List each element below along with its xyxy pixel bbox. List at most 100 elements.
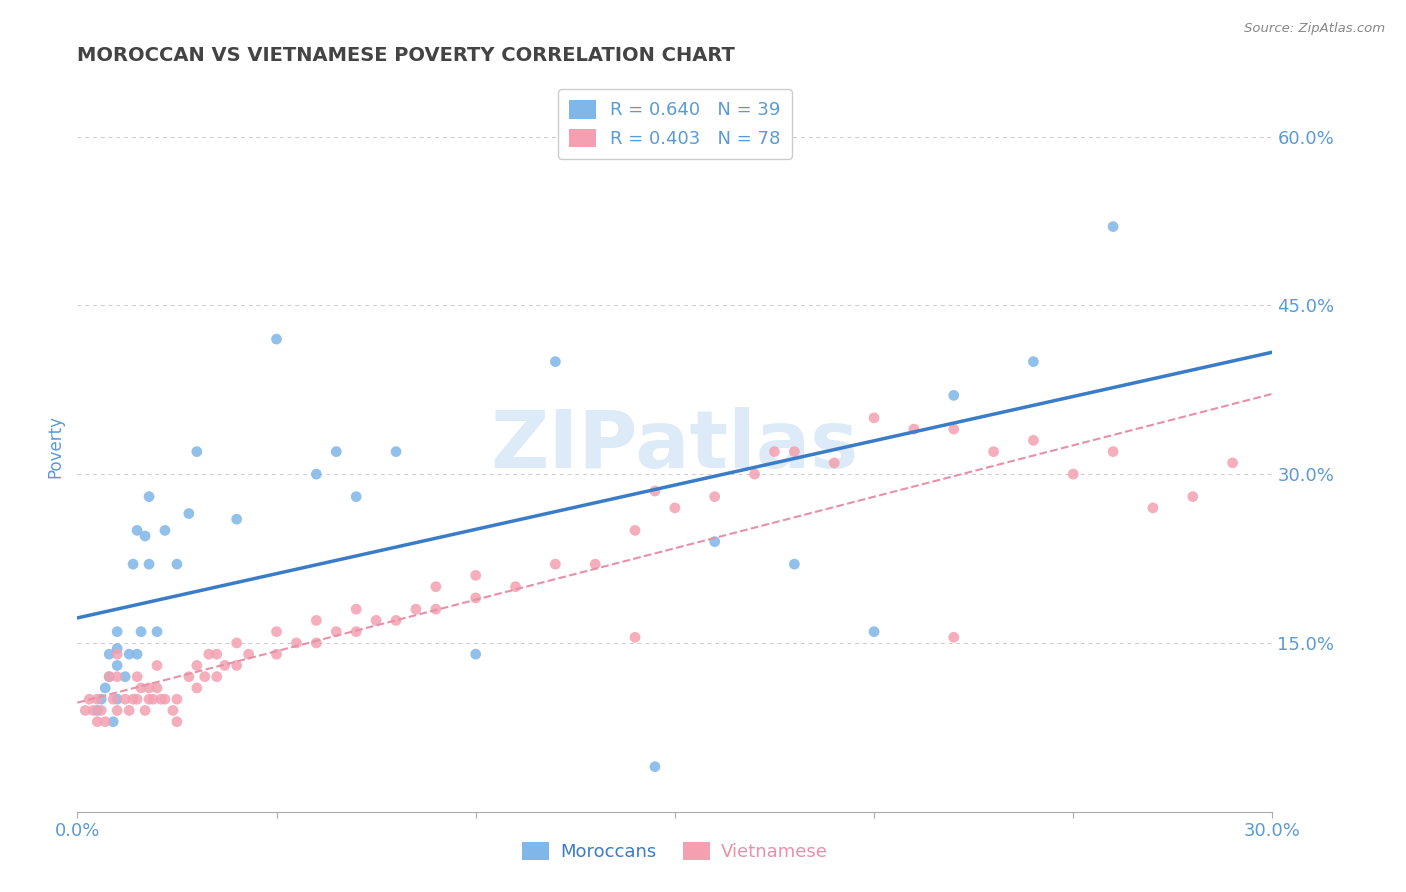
Point [238,647,260,661]
Point [146,681,169,695]
Point [903,422,925,436]
Point [505,580,527,594]
Point [266,647,288,661]
Point [138,557,160,571]
Point [122,557,145,571]
Point [98,670,121,684]
Point [464,647,486,661]
Point [544,354,567,368]
Point [105,670,128,684]
Point [464,591,486,605]
Point [983,444,1005,458]
Point [138,681,160,695]
Point [142,692,165,706]
Point [214,658,236,673]
Point [75,703,97,717]
Point [166,692,188,706]
Point [823,456,845,470]
Point [664,500,686,515]
Point [1181,490,1204,504]
Point [1022,354,1045,368]
Point [266,624,288,639]
Point [129,624,152,639]
Point [138,692,160,706]
Point [138,490,160,504]
Point [425,580,447,594]
Point [624,630,647,644]
Point [624,524,647,538]
Point [205,670,228,684]
Point [942,422,965,436]
Point [177,507,200,521]
Point [129,681,152,695]
Point [105,692,128,706]
Point [464,568,486,582]
Point [114,692,136,706]
Point [122,692,145,706]
Point [863,624,886,639]
Point [225,512,247,526]
Point [405,602,427,616]
Point [118,647,141,661]
Point [1062,467,1084,482]
Point [325,444,347,458]
Point [285,636,308,650]
Point [305,636,328,650]
Point [186,681,208,695]
Point [744,467,766,482]
Point [344,602,367,616]
Point [90,703,112,717]
Point [86,714,108,729]
Point [105,641,128,656]
Point [146,624,169,639]
Point [385,614,408,628]
Point [644,483,666,498]
Point [344,624,367,639]
Point [344,490,367,504]
Point [94,681,117,695]
Text: Source: ZipAtlas.com: Source: ZipAtlas.com [1244,22,1385,36]
Point [127,692,149,706]
Point [1022,434,1045,448]
Point [783,444,806,458]
Text: ZIPatlas: ZIPatlas [491,407,859,485]
Point [127,647,149,661]
Point [305,467,328,482]
Point [544,557,567,571]
Point [150,692,173,706]
Point [942,388,965,402]
Point [114,670,136,684]
Point [385,444,408,458]
Point [105,647,128,661]
Point [105,624,128,639]
Point [103,714,124,729]
Point [194,670,217,684]
Point [153,524,176,538]
Point [94,714,117,729]
Text: MOROCCAN VS VIETNAMESE POVERTY CORRELATION CHART: MOROCCAN VS VIETNAMESE POVERTY CORRELATI… [77,45,735,65]
Point [153,692,176,706]
Point [863,410,886,425]
Point [1102,444,1125,458]
Y-axis label: Poverty: Poverty [46,415,65,477]
Point [205,647,228,661]
Legend: Moroccans, Vietnamese: Moroccans, Vietnamese [515,835,835,869]
Point [105,703,128,717]
Point [118,703,141,717]
Point [703,534,725,549]
Point [225,636,247,650]
Point [763,444,786,458]
Point [783,557,806,571]
Point [127,524,149,538]
Point [266,332,288,346]
Point [86,703,108,717]
Point [146,658,169,673]
Point [103,692,124,706]
Point [186,444,208,458]
Point [177,670,200,684]
Point [166,557,188,571]
Point [1142,500,1164,515]
Point [105,658,128,673]
Point [1102,219,1125,234]
Point [134,529,156,543]
